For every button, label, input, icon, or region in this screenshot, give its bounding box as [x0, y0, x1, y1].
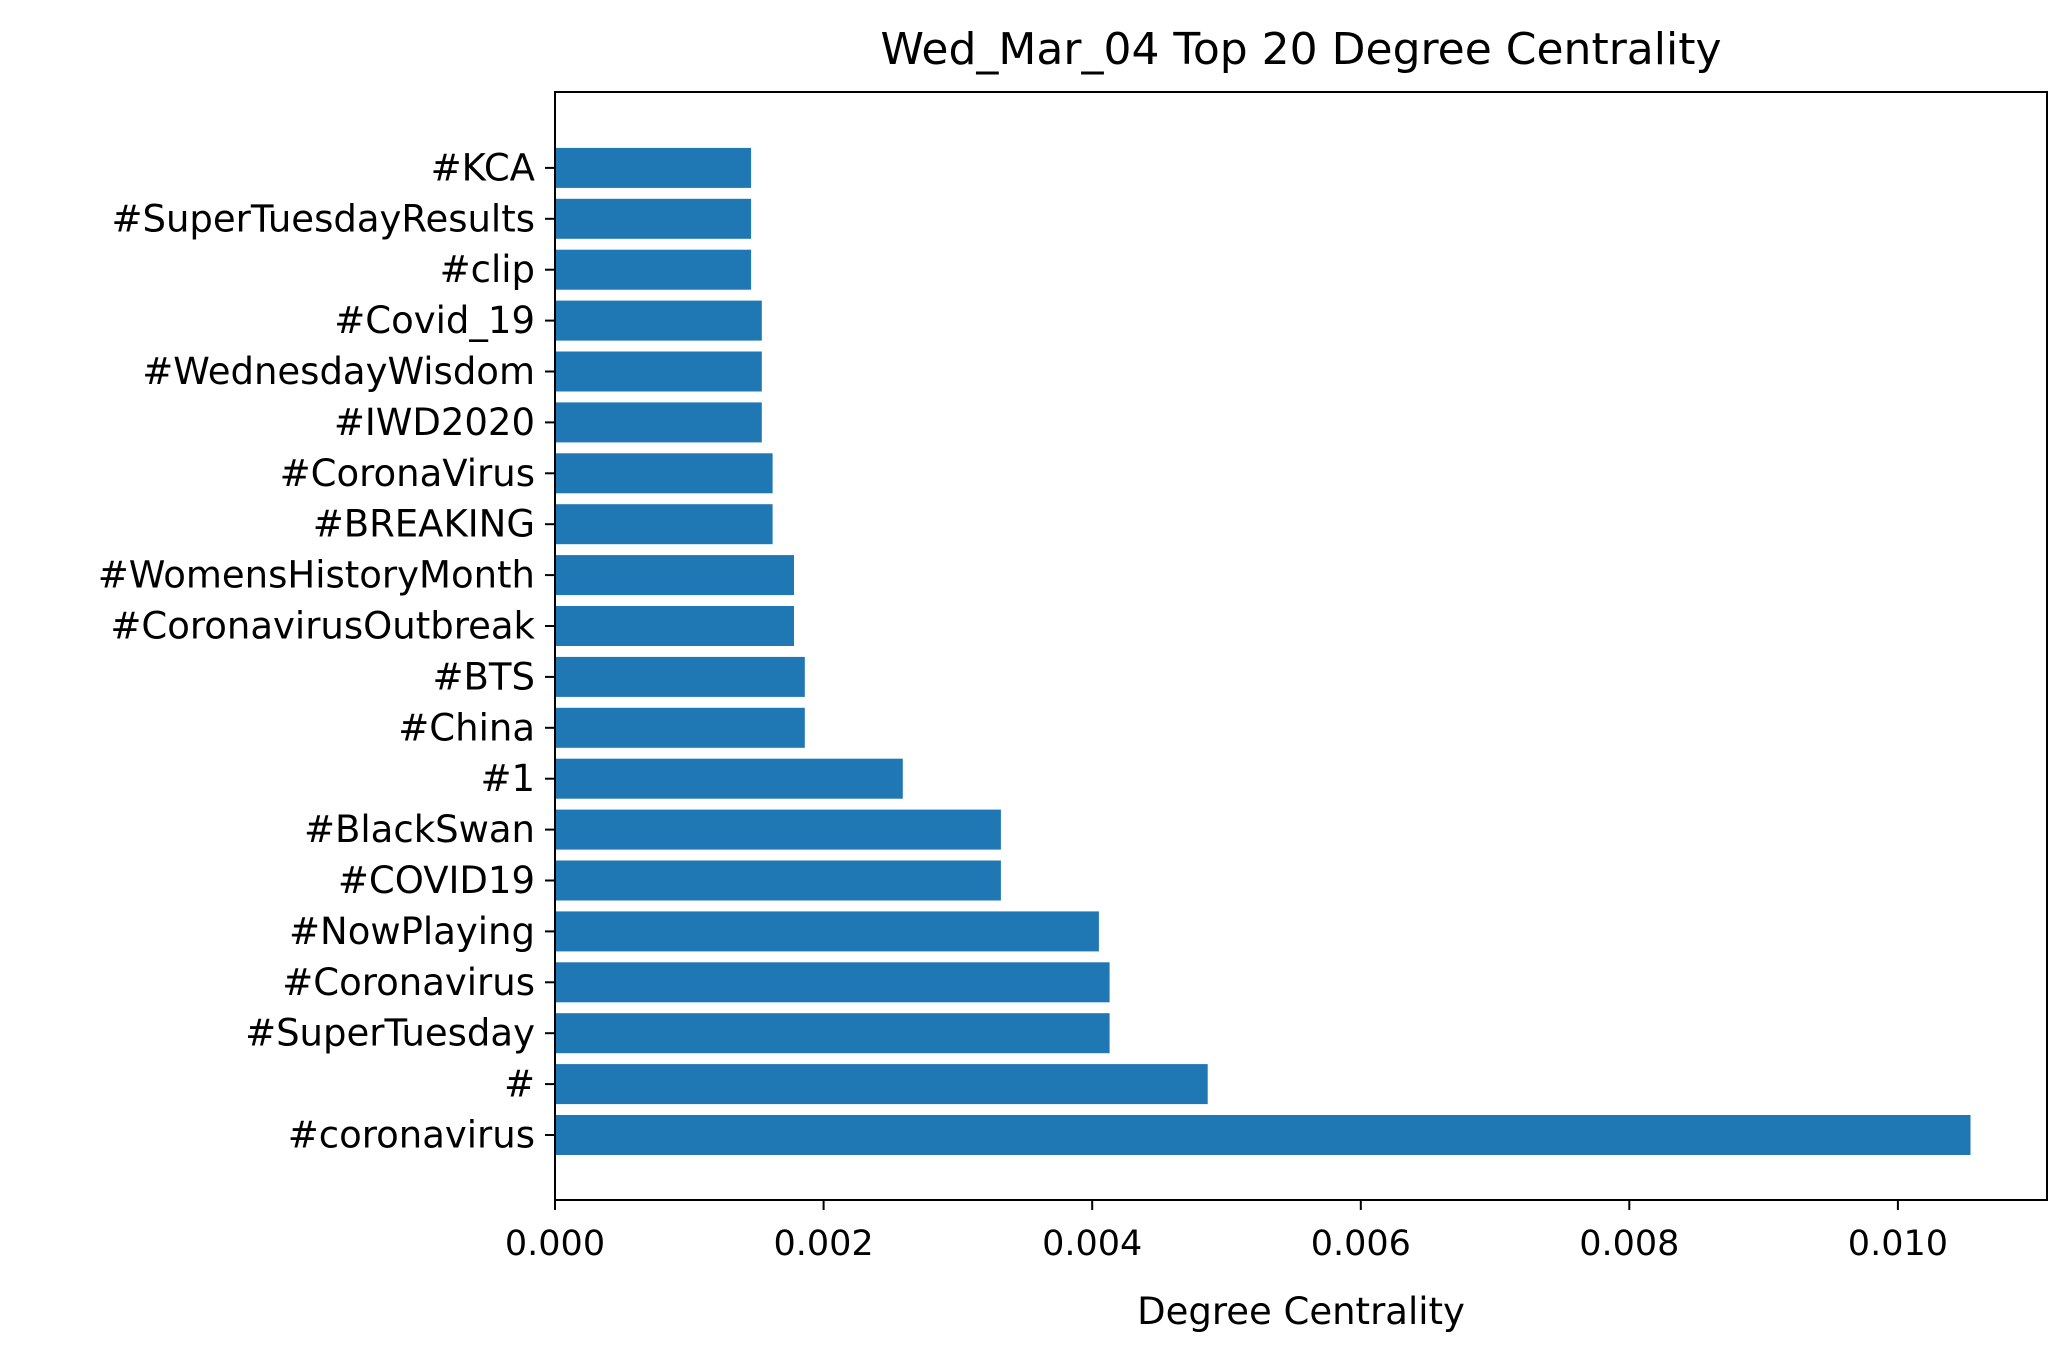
y-tick-label: #WednesdayWisdom [142, 350, 535, 393]
bar-womenshistorymonth [555, 555, 794, 596]
bar-supertuesdayresults [555, 198, 752, 239]
y-tick-label: #clip [440, 248, 535, 291]
bar-coronavirus [555, 453, 773, 494]
bar-breaking [555, 504, 773, 545]
y-tick-label: #BREAKING [313, 503, 535, 546]
bar-covid-19 [555, 300, 762, 341]
x-tick-label: 0.010 [1848, 1224, 1948, 1264]
bar-covid19 [555, 860, 1001, 901]
bar-coronavirus [555, 962, 1110, 1003]
y-tick-label: #BlackSwan [304, 808, 535, 851]
y-tick-label: #BTS [433, 655, 535, 698]
x-tick-label: 0.000 [505, 1224, 605, 1264]
x-tick-label: 0.004 [1042, 1224, 1142, 1264]
y-tick-label: # [504, 1063, 535, 1106]
bar-kca [555, 147, 752, 188]
y-tick-label: #Coronavirus [282, 961, 535, 1004]
y-tick-label: #SuperTuesdayResults [111, 197, 535, 240]
bar-1 [555, 758, 903, 799]
y-tick-label: #SuperTuesday [245, 1012, 535, 1055]
bar-coronavirus [555, 1115, 1971, 1155]
bar-wednesdaywisdom [555, 351, 762, 392]
y-tick-label: #NowPlaying [289, 910, 535, 953]
y-tick-label: #1 [480, 757, 535, 800]
y-tick-label: #Covid_19 [334, 299, 535, 342]
bar-bts [555, 656, 805, 697]
y-tick-label: #China [398, 706, 535, 749]
y-axis: #coronavirus # #SuperTuesday #Coronavirus #N… [98, 146, 555, 1157]
y-tick-label: #CoronaVirus [280, 452, 535, 495]
bars-group [555, 147, 1971, 1155]
bar-clip [555, 249, 752, 290]
x-axis-label: Degree Centrality [1137, 1290, 1465, 1333]
chart-title: Wed_Mar_04 Top 20 Degree Centrality [881, 24, 1722, 75]
bar-china [555, 707, 805, 748]
x-axis: 0.000 0.002 0.004 0.006 0.008 0.010 [505, 1200, 1948, 1264]
y-tick-label: #CoronavirusOutbreak [110, 605, 535, 648]
bar-hash [555, 1064, 1208, 1105]
x-tick-label: 0.002 [773, 1224, 873, 1264]
y-tick-label: #KCA [431, 146, 535, 189]
y-tick-label: #coronavirus [288, 1114, 535, 1157]
bar-nowplaying [555, 911, 1099, 952]
y-tick-label: #IWD2020 [334, 401, 535, 444]
bar-blackswan [555, 809, 1001, 850]
plot-frame [554, 91, 2048, 1201]
bar-iwd2020 [555, 402, 762, 443]
bar-supertuesday [555, 1013, 1110, 1054]
x-tick-label: 0.008 [1579, 1224, 1679, 1264]
x-tick-label: 0.006 [1311, 1224, 1411, 1264]
y-tick-label: #COVID19 [338, 859, 535, 902]
y-tick-label: #WomensHistoryMonth [98, 554, 535, 597]
bar-coronavirusoutbreak [555, 606, 794, 646]
